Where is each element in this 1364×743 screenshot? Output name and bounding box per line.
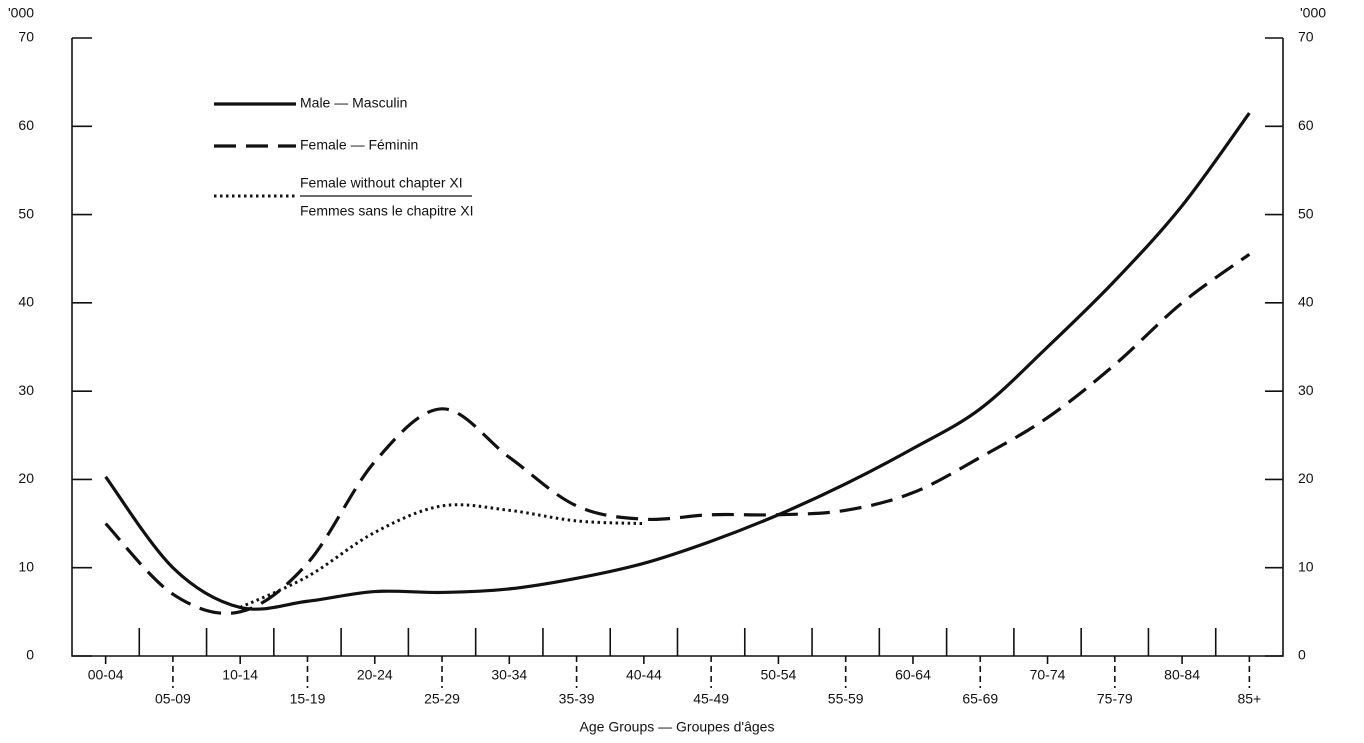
axes (71, 38, 1284, 657)
legend-label: Male — Masculin (300, 95, 407, 111)
x-tick-label: 60-64 (895, 667, 931, 683)
y-tick-label: 70 (18, 29, 34, 45)
x-tick-label: 15-19 (290, 691, 326, 707)
x-tick-label: 70-74 (1030, 667, 1066, 683)
x-axis-title: Age Groups — Groupes d'âges (580, 719, 775, 735)
x-tick-label: 30-34 (491, 667, 527, 683)
x-tick-label: 20-24 (357, 667, 393, 683)
x-tick-label: 80-84 (1164, 667, 1200, 683)
legend-label: Femmes sans le chapitre XI (300, 203, 474, 219)
y-tick-label: 40 (18, 294, 34, 310)
y-unit-right: '000 (1300, 5, 1326, 21)
y-tick-label: 50 (18, 205, 34, 221)
y2-tick-label: 0 (1298, 647, 1306, 663)
x-tick-label: 00-04 (88, 667, 124, 683)
legend-label: Female without chapter XI (300, 175, 463, 191)
series-line (104, 112, 1251, 611)
y2-tick-label: 20 (1298, 470, 1314, 486)
y2-tick-label: 40 (1298, 294, 1314, 310)
x-tick-label: 85+ (1237, 691, 1261, 707)
y-tick-label: 20 (18, 470, 34, 486)
y-tick-label: 60 (18, 117, 34, 133)
x-tick-label: 55-59 (828, 691, 864, 707)
x-tick-label: 75-79 (1097, 691, 1133, 707)
series-line (104, 253, 1251, 615)
x-tick-label: 10-14 (222, 667, 258, 683)
legend-label: Female — Féminin (300, 137, 418, 153)
y2-tick-label: 60 (1298, 117, 1314, 133)
x-tick-label: 25-29 (424, 691, 460, 707)
y-tick-label: 10 (18, 558, 34, 574)
x-tick-label: 65-69 (962, 691, 998, 707)
x-tick-label: 05-09 (155, 691, 191, 707)
x-tick-label: 45-49 (693, 691, 729, 707)
x-tick-label: 50-54 (761, 667, 797, 683)
y2-tick-label: 10 (1298, 558, 1314, 574)
y-tick-label: 0 (26, 647, 34, 663)
x-tick-label: 40-44 (626, 667, 662, 683)
y2-tick-label: 70 (1298, 29, 1314, 45)
y2-tick-label: 50 (1298, 205, 1314, 221)
y-tick-label: 30 (18, 382, 34, 398)
series-line (239, 503, 644, 609)
y-unit-left: '000 (8, 5, 34, 21)
y2-tick-label: 30 (1298, 382, 1314, 398)
x-tick-label: 35-39 (559, 691, 595, 707)
